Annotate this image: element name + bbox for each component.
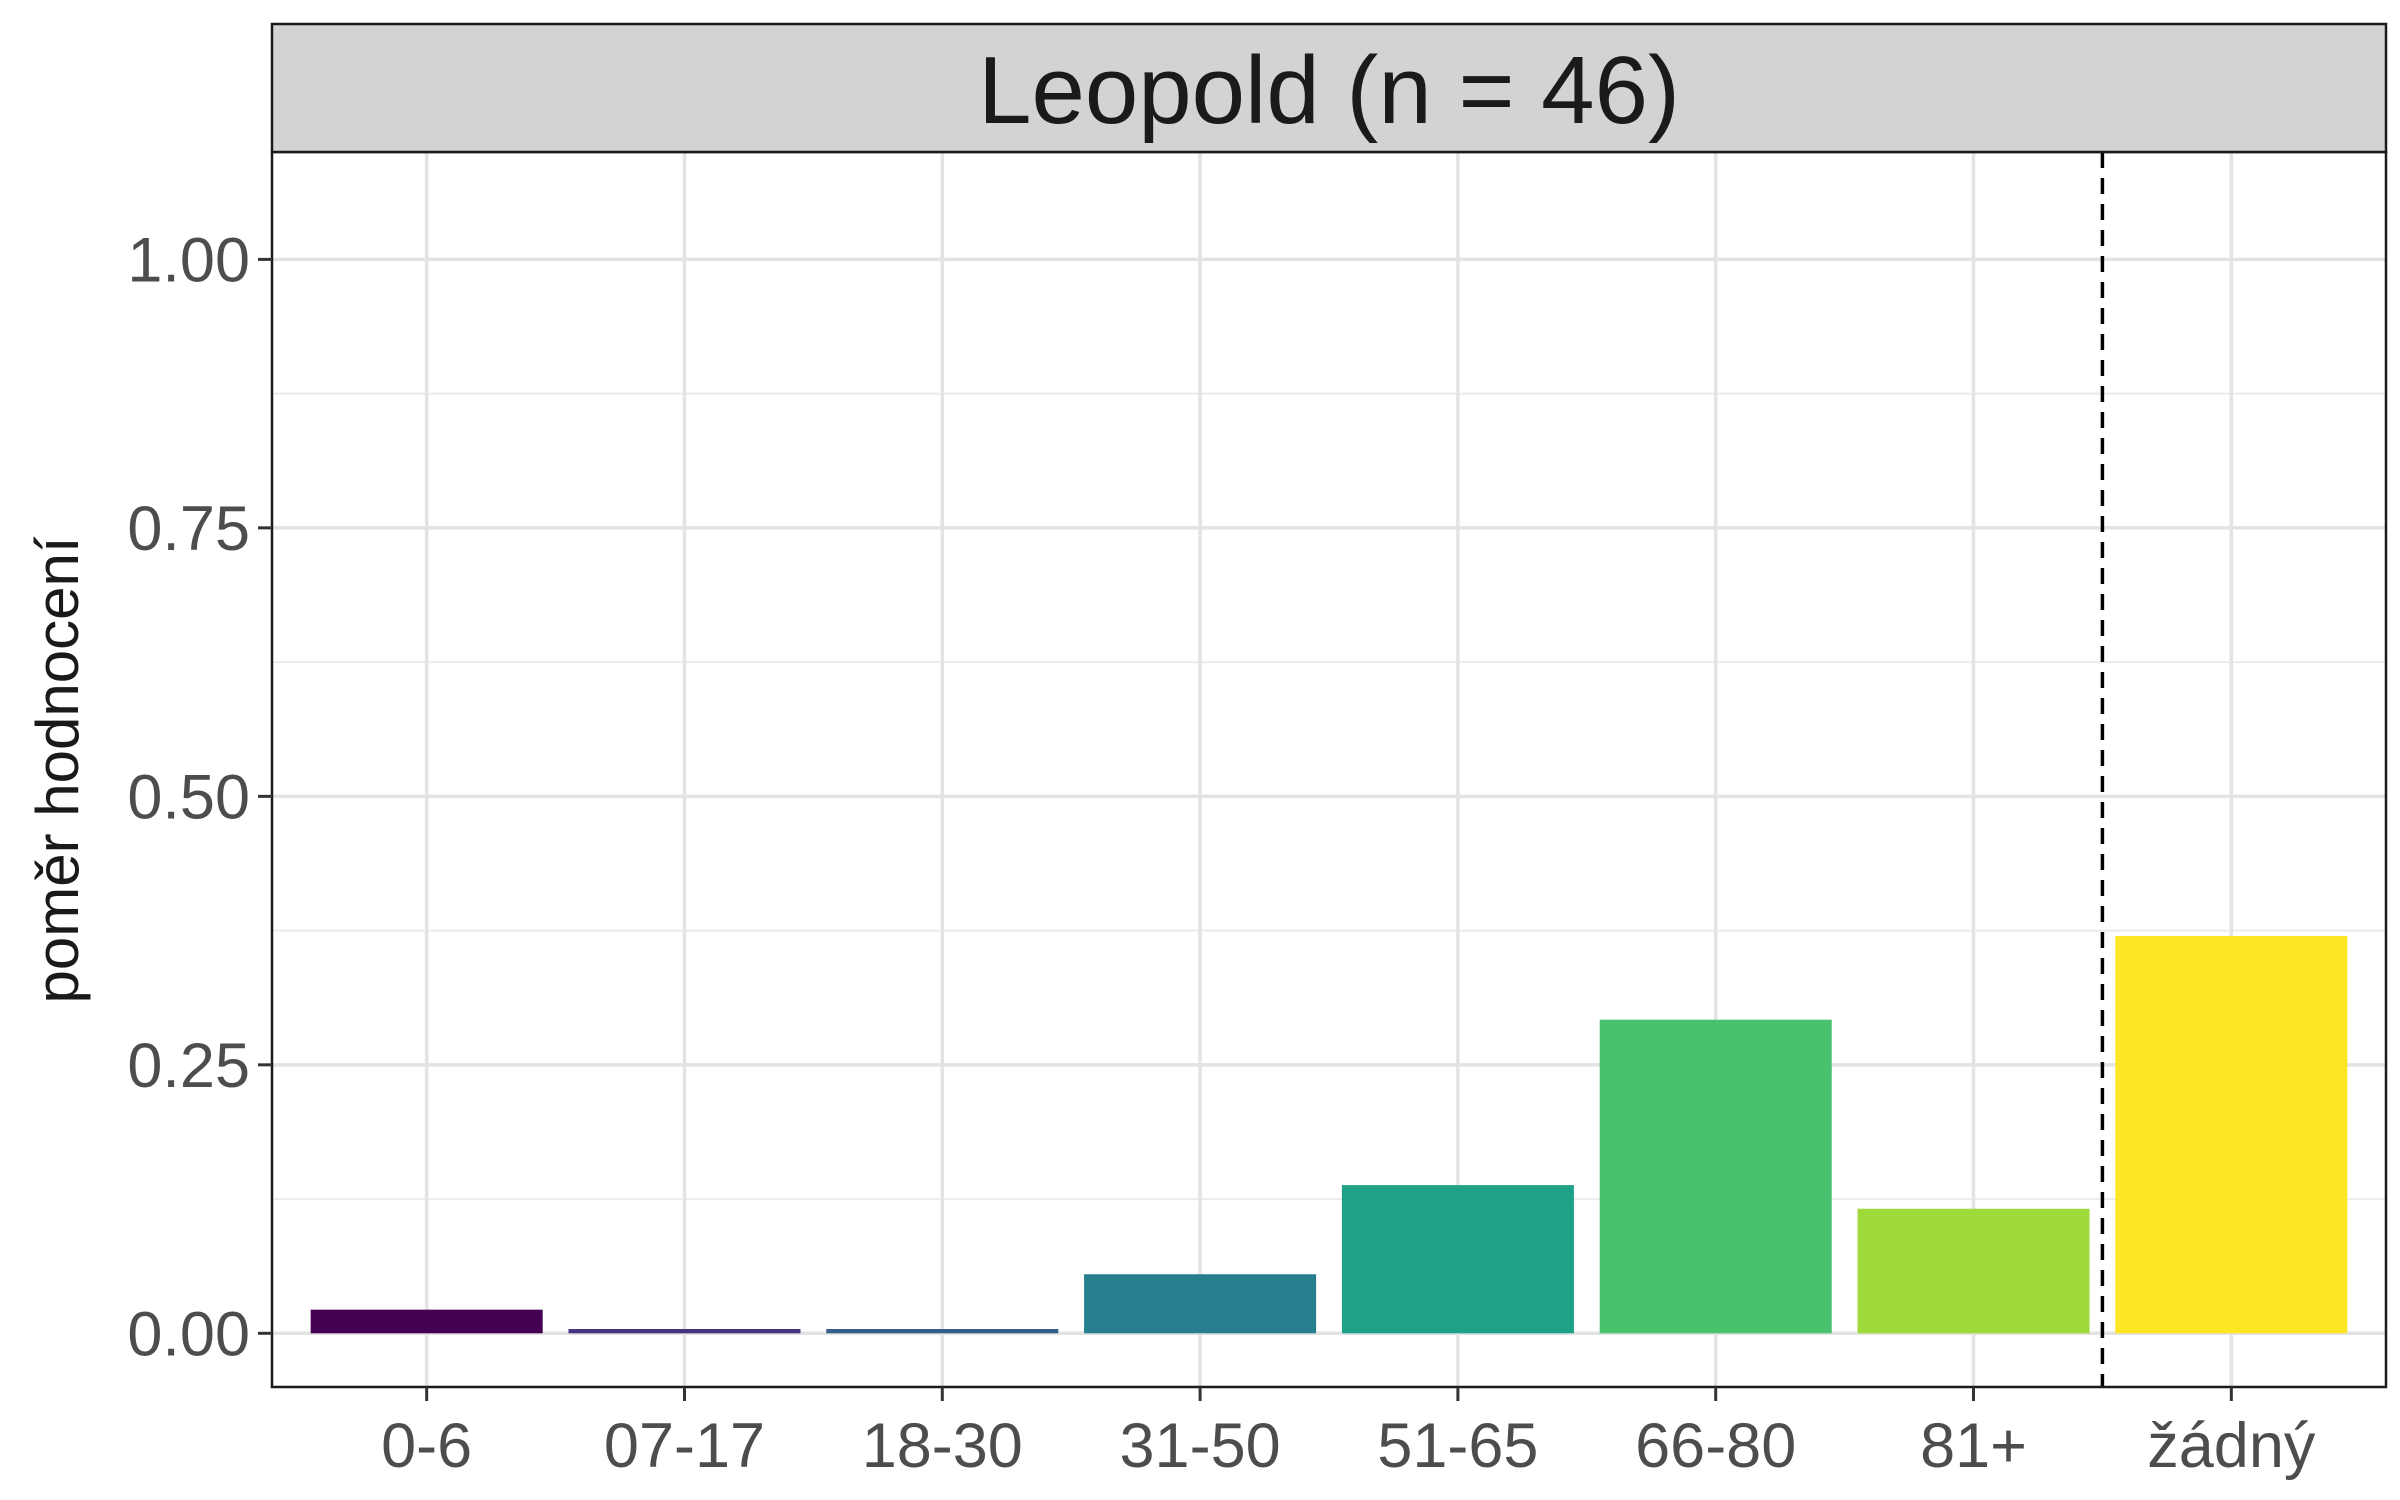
x-tick-label: 31-50 — [1120, 1411, 1281, 1481]
x-tick-label: 18-30 — [862, 1411, 1023, 1481]
x-tick-label: 0-6 — [381, 1411, 472, 1481]
bar-18-30 — [826, 1329, 1059, 1334]
x-axis: 0-6 07-17 18-30 31-50 51-65 66-80 81+ žádný — [381, 1387, 2316, 1481]
bar-31-50 — [1084, 1274, 1317, 1334]
x-tick-label: žádný — [2147, 1411, 2316, 1481]
grid-minor — [272, 392, 2386, 1201]
y-tick-label: 0.75 — [127, 494, 250, 564]
bar-žádný — [2115, 935, 2348, 1334]
bar-51-65 — [1341, 1185, 1574, 1334]
x-tick-label: 81+ — [1920, 1411, 2027, 1481]
panel-background — [272, 152, 2386, 1387]
x-tick-label: 51-65 — [1377, 1411, 1538, 1481]
chart-title: Leopold (n = 46) — [978, 37, 1680, 144]
x-tick-label: 07-17 — [604, 1411, 765, 1481]
bar-66-80 — [1599, 1019, 1832, 1334]
grid-major — [272, 152, 2386, 1387]
bar-0-6 — [310, 1309, 543, 1334]
bars — [310, 935, 2348, 1334]
y-tick-label: 0.25 — [127, 1031, 250, 1101]
y-tick-label: 1.00 — [127, 225, 250, 295]
y-axis-title: poměr hodnocení — [24, 536, 91, 1003]
bar-81+ — [1857, 1208, 2090, 1334]
bar-07-17 — [568, 1329, 801, 1334]
strip-background — [270, 22, 2388, 154]
y-tick-label: 0.00 — [127, 1299, 250, 1369]
y-axis: 0.00 0.25 0.50 0.75 1.00 — [127, 225, 272, 1369]
y-tick-label: 0.50 — [127, 762, 250, 832]
x-tick-label: 66-80 — [1635, 1411, 1796, 1481]
